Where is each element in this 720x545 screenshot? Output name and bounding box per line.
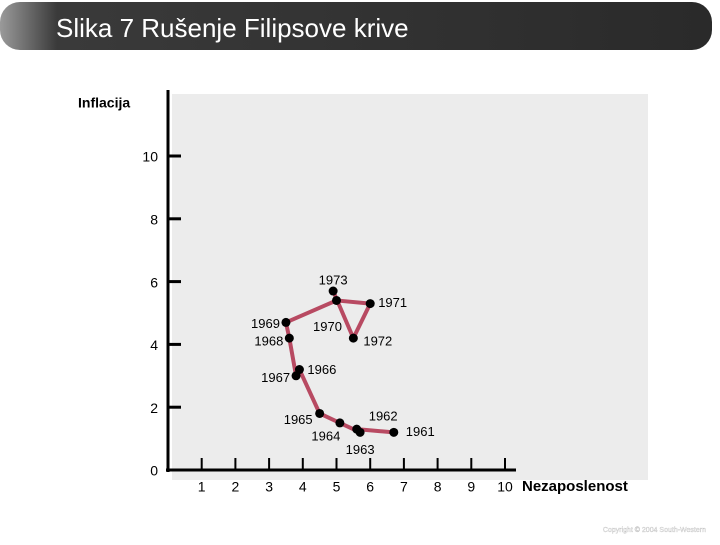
y-tick-label: 4	[150, 337, 158, 353]
title-bar	[0, 2, 712, 50]
point-label: 1967	[261, 370, 290, 385]
point-label: 1970	[313, 319, 342, 334]
point-label: 1973	[319, 272, 348, 287]
x-tick-label: 1	[198, 479, 206, 495]
copyright: Copyright © 2004 South-Western	[603, 526, 706, 534]
x-tick-label: 2	[232, 479, 240, 495]
y-tick-label: 0	[150, 463, 158, 479]
x-axis-label: Nezaposlenost	[522, 478, 628, 495]
point-label: 1963	[346, 442, 375, 457]
x-tick-label: 3	[265, 479, 273, 495]
data-point	[365, 299, 375, 309]
data-point	[328, 286, 338, 296]
data-point	[348, 333, 358, 343]
data-point	[284, 333, 294, 343]
data-point	[355, 427, 365, 437]
y-tick-label: 8	[150, 212, 158, 228]
y-tick-label: 10	[142, 149, 158, 165]
y-tick-label: 2	[150, 400, 158, 416]
point-label: 1961	[406, 424, 435, 439]
slide-title: Slika 7 Rušenje Filipsove krive	[56, 13, 409, 43]
data-point	[315, 408, 325, 418]
point-label: 1971	[378, 295, 407, 310]
x-tick-label: 9	[467, 479, 475, 495]
data-point	[335, 418, 345, 428]
point-label: 1965	[284, 412, 313, 427]
x-tick-label: 4	[299, 479, 307, 495]
point-label: 1969	[251, 316, 280, 331]
x-tick-label: 5	[333, 479, 341, 495]
x-tick-label: 7	[400, 479, 408, 495]
plot-panel	[172, 94, 648, 480]
data-point	[291, 371, 301, 381]
point-label: 1966	[307, 362, 336, 377]
x-tick-label: 8	[434, 479, 442, 495]
point-label: 1968	[254, 334, 283, 349]
point-label: 1962	[369, 409, 398, 424]
point-label: 1964	[311, 428, 340, 443]
data-point	[389, 427, 399, 437]
x-tick-label: 10	[497, 479, 513, 495]
y-axis-label: Inflacija	[78, 95, 130, 111]
x-tick-label: 6	[366, 479, 374, 495]
point-label: 1972	[363, 334, 392, 349]
data-point	[281, 317, 291, 327]
data-point	[332, 295, 341, 305]
y-tick-label: 6	[150, 274, 158, 290]
